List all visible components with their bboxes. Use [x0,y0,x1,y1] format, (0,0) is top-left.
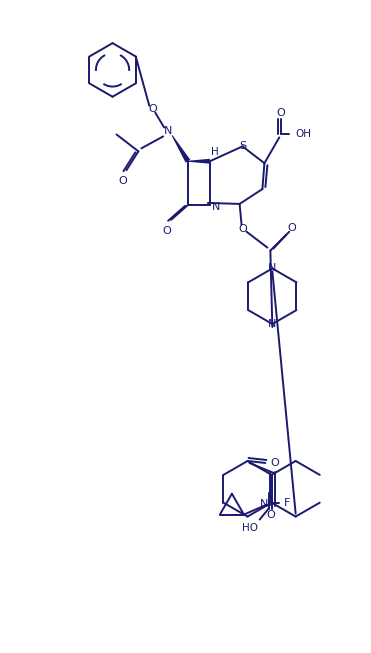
Text: F: F [283,498,290,507]
Text: OH: OH [295,129,311,140]
Text: O: O [238,224,247,234]
Text: N: N [260,499,269,509]
Text: N: N [268,263,276,274]
Text: O: O [276,108,285,118]
Text: N: N [268,319,276,329]
Text: O: O [266,509,275,520]
Text: O: O [118,176,127,186]
Text: O: O [163,226,171,236]
Polygon shape [188,159,210,164]
Text: N: N [212,202,220,212]
Text: O: O [288,223,296,232]
Text: O: O [148,104,157,114]
Text: N: N [164,127,172,136]
Text: O: O [270,458,279,468]
Polygon shape [172,135,190,163]
Text: S: S [239,141,246,151]
Text: H: H [211,148,219,157]
Text: HO: HO [242,524,258,534]
